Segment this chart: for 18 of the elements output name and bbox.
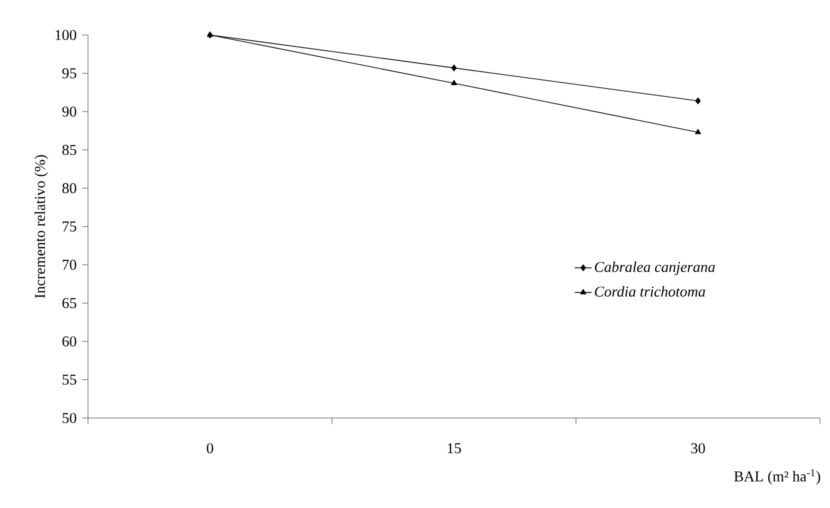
x-tick-label: 15 [448,443,461,454]
legend-label: Cordia trichotoma [594,286,706,297]
y-tick-label: 65 [62,298,76,308]
y-tick-label: 75 [62,222,76,232]
y-tick-label: 100 [56,30,76,40]
y-tick-label: 50 [62,412,76,424]
x-tick-label: 0 [206,443,214,454]
y-tick-label: 85 [62,144,76,155]
legend-label: Cabralea canjerana [594,261,715,276]
y-tick-label: 95 [62,68,76,78]
y-tick-label: 80 [62,183,76,194]
y-axis-title: Incremento relativo (%) [34,155,48,298]
x-tick-label: 30 [691,443,705,454]
y-tick-label: 70 [62,260,76,270]
y-tick-label: 90 [62,106,76,117]
y-tick-label: 60 [62,336,76,346]
x-axis-title: BAL (m² ha$^{-1}$) [734,469,820,485]
y-tick-label: 55 [62,374,76,385]
